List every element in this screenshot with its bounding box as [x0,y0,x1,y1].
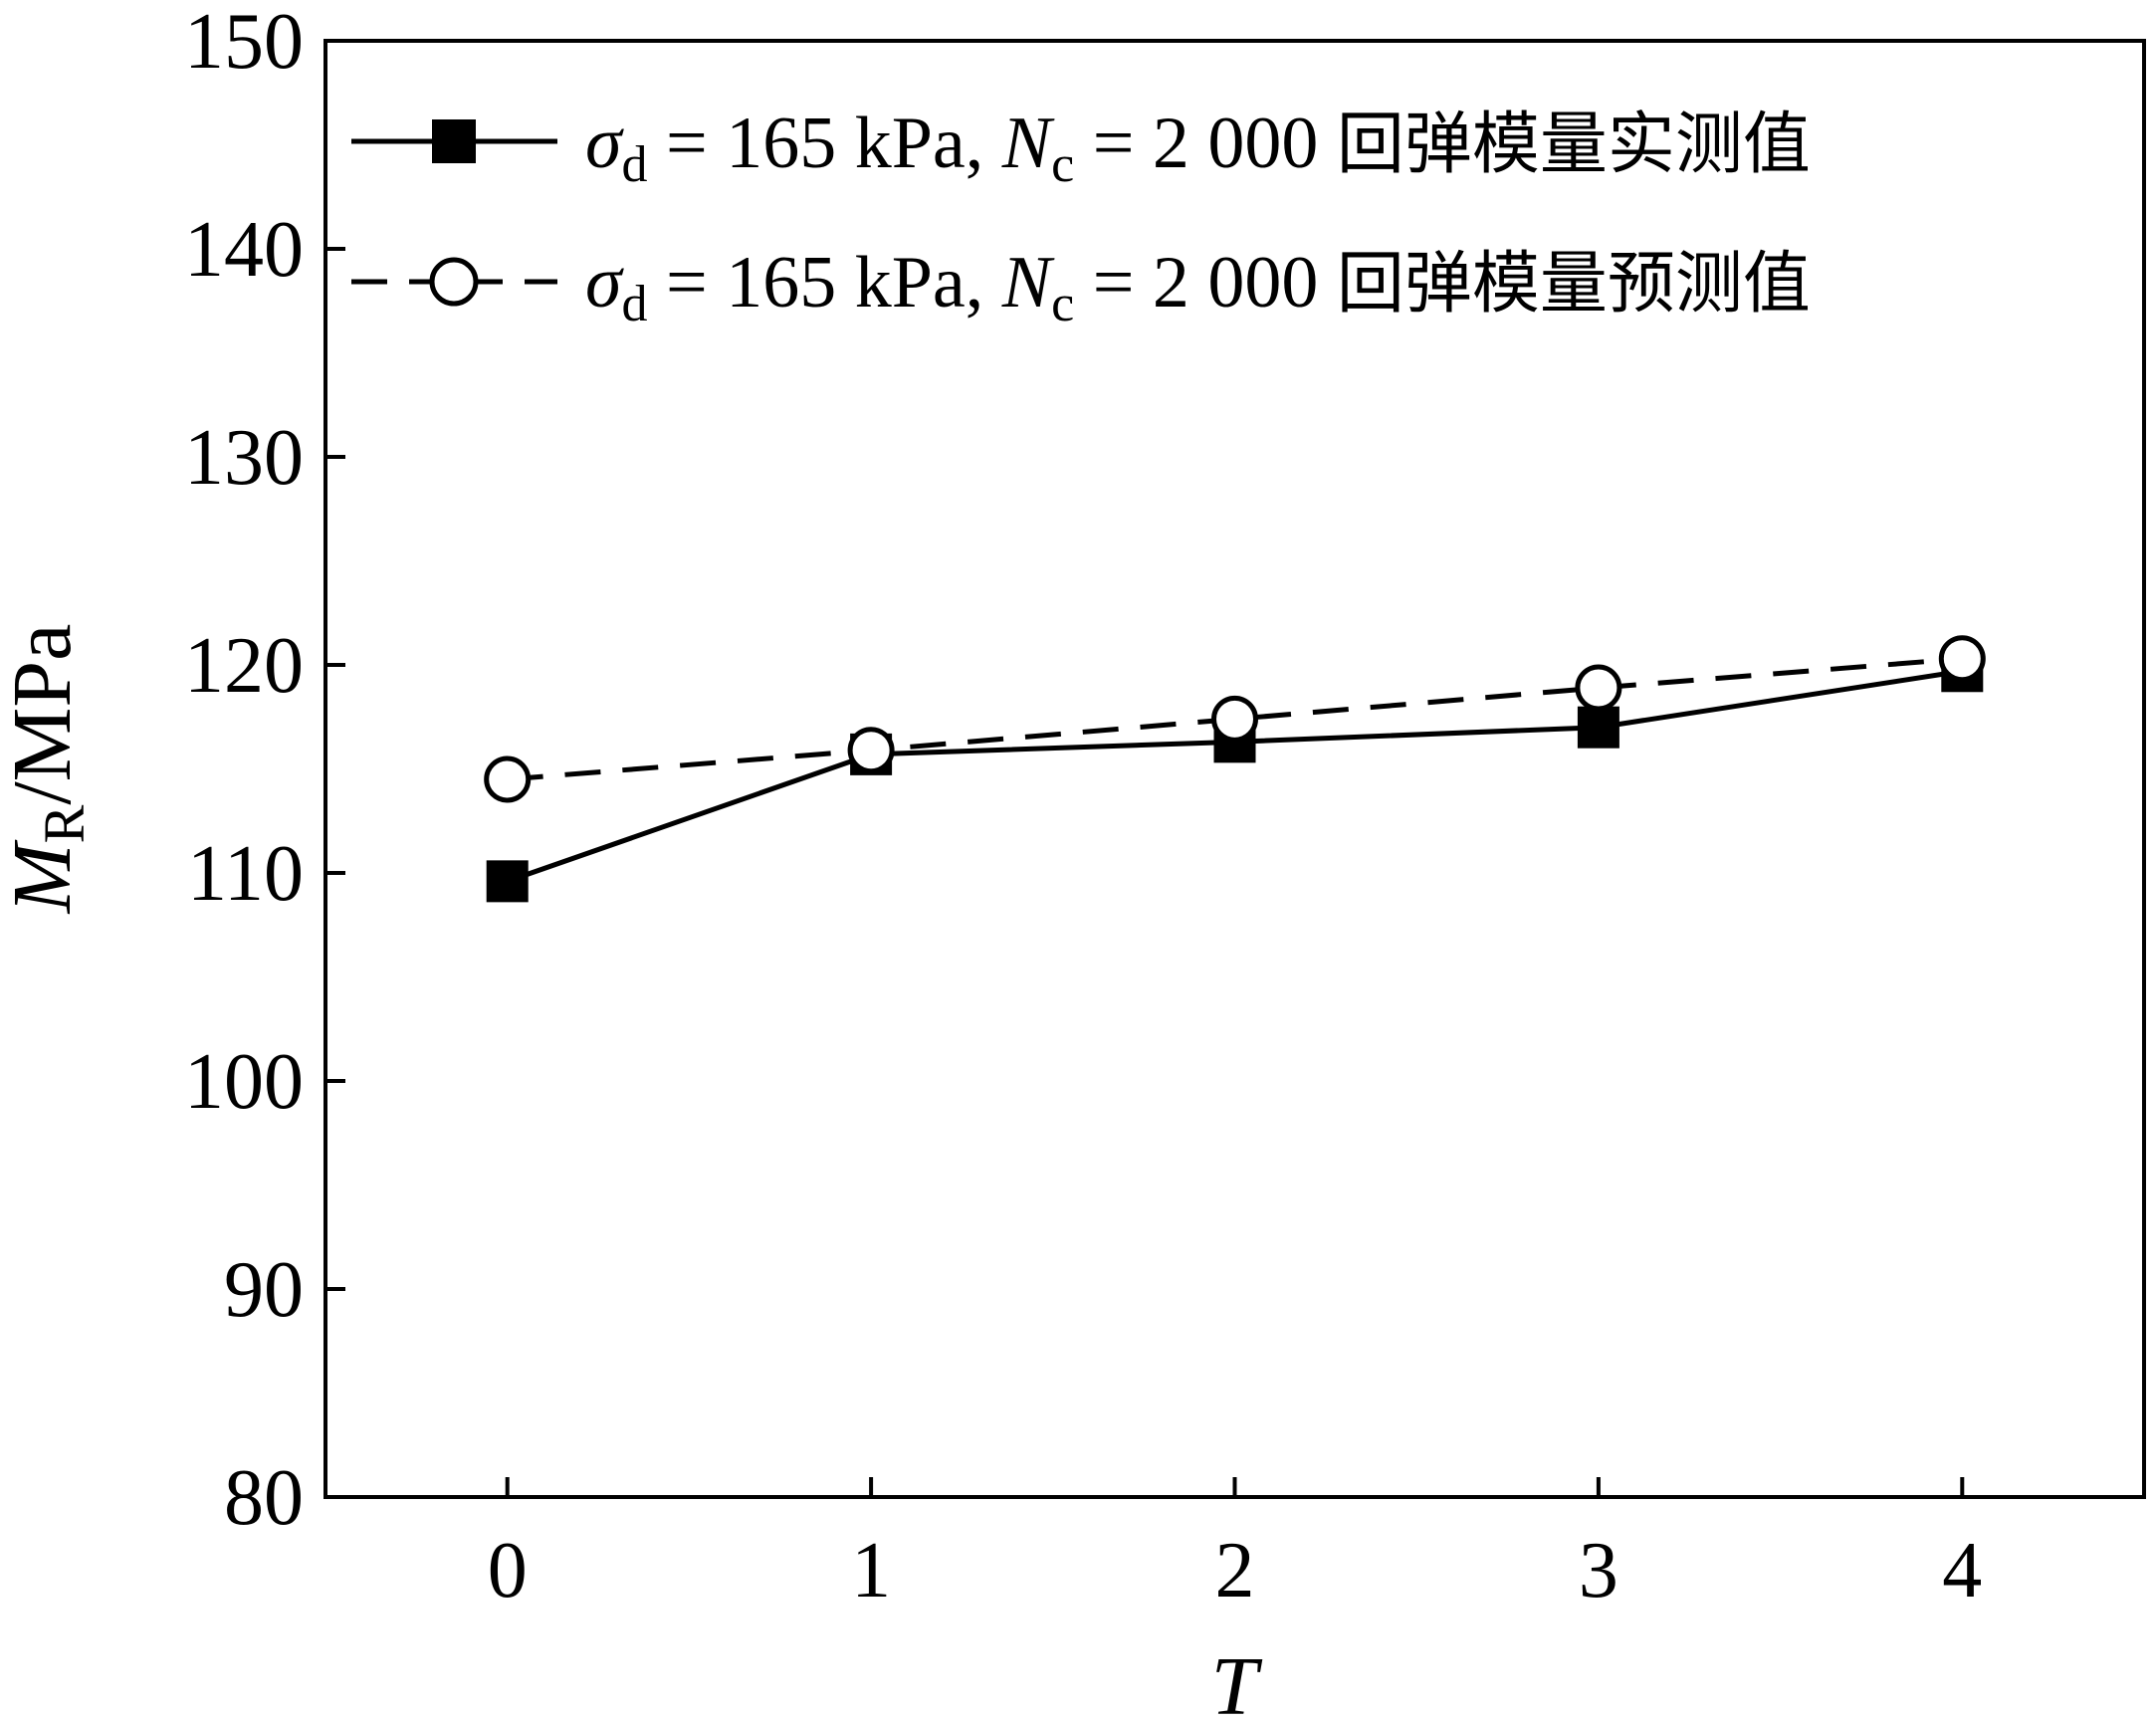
svg-text:MR/MPa: MR/MPa [0,624,97,915]
x-axis-ticks: 0 1 2 3 4 [488,1477,1982,1614]
y-tick-label: 140 [184,206,304,294]
legend-label-measured: σd = 165 kPa, Nc = 2 000 回弹模量实测值 [585,103,1811,193]
point-measured [1577,706,1619,749]
y-tick-label: 90 [224,1246,304,1334]
legend-marker-measured [432,119,476,163]
y-tick-label: 100 [184,1038,304,1126]
point-predicted [1575,664,1622,712]
y-tick-label: 130 [184,414,304,502]
point-measured [486,860,529,903]
y-tick-label: 120 [184,622,304,710]
x-tick-label: 0 [488,1527,528,1614]
y-tick-label: 110 [187,830,304,918]
legend-item-predicted: σd = 165 kPa, Nc = 2 000 回弹模量预测值 [351,242,1811,332]
x-axis-label: T [1211,1640,1263,1721]
y-axis-label-unit: /MPa [0,624,89,805]
x-tick-label: 3 [1579,1527,1618,1614]
legend: σd = 165 kPa, Nc = 2 000 回弹模量实测值 σd = 16… [351,103,1811,332]
y-axis-label-sub: R [32,804,97,843]
legend-label-predicted: σd = 165 kPa, Nc = 2 000 回弹模量预测值 [585,242,1811,332]
legend-marker-predicted [429,257,479,307]
y-tick-label: 150 [184,0,304,86]
point-predicted [847,727,895,774]
point-predicted [1211,695,1258,743]
x-tick-label: 2 [1215,1527,1255,1614]
y-tick-label: 80 [224,1454,304,1542]
series-line-1 [507,656,1963,782]
x-tick-label: 1 [851,1527,891,1614]
legend-item-measured: σd = 165 kPa, Nc = 2 000 回弹模量实测值 [351,103,1811,193]
x-tick-label: 4 [1942,1527,1982,1614]
point-predicted [1938,635,1986,683]
point-predicted [484,755,532,803]
series-layer [484,635,1986,903]
y-axis-ticks: 80 90 100 110 120 130 140 150 [184,0,345,1542]
y-axis-label: MR/MPa [0,624,97,915]
y-axis-label-main: M [0,839,89,914]
